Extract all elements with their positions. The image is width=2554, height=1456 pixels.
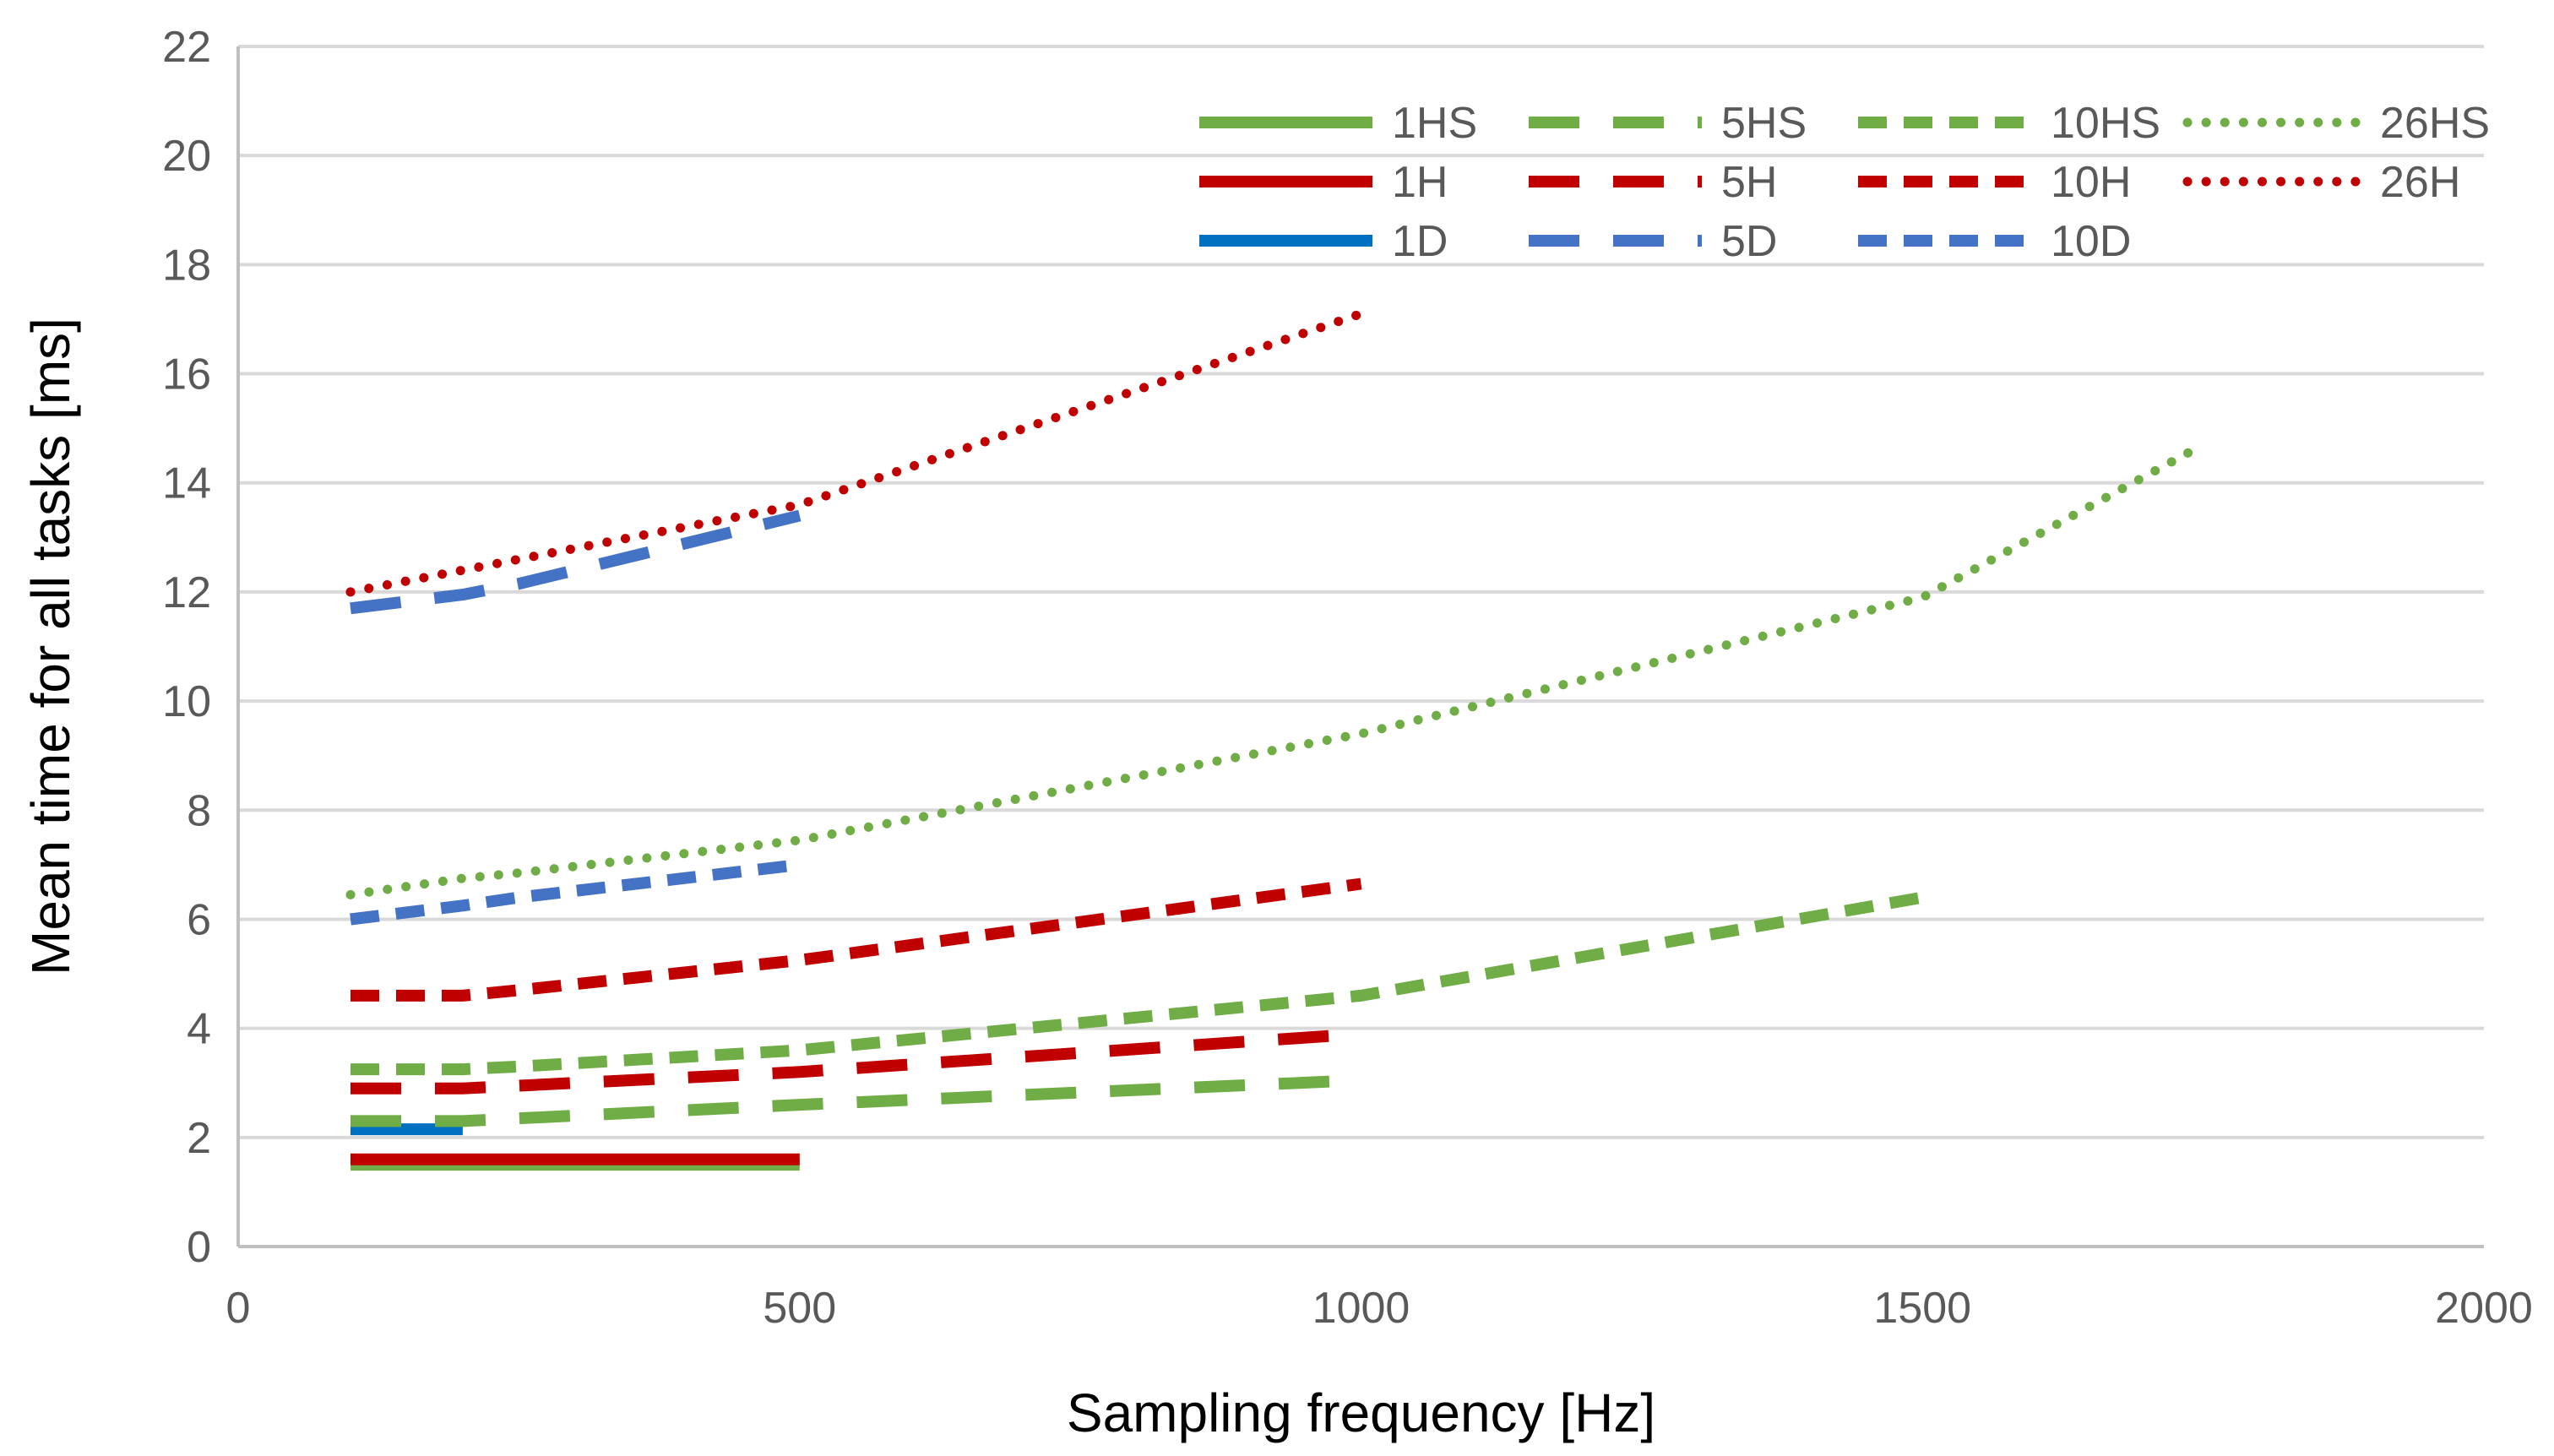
legend-label-1hs: 1HS bbox=[1392, 99, 1477, 148]
y-tick-label: 8 bbox=[187, 786, 211, 835]
y-tick-label: 10 bbox=[162, 677, 211, 726]
y-tick-label: 4 bbox=[187, 1005, 211, 1054]
axes bbox=[236, 46, 2484, 1248]
legend-label-26h: 26H bbox=[2380, 158, 2460, 207]
series-line-10hs bbox=[350, 891, 1924, 1076]
series-lines bbox=[345, 309, 2209, 1171]
legend-label-1h: 1H bbox=[1392, 158, 1448, 207]
legend-label-26hs: 26HS bbox=[2380, 99, 2490, 148]
y-tick-label: 12 bbox=[162, 568, 211, 617]
y-tick-label: 18 bbox=[162, 241, 211, 290]
legend-label-5d: 5D bbox=[1721, 217, 1777, 266]
series-line-10h bbox=[350, 877, 1362, 1002]
legend-label-10d: 10D bbox=[2051, 217, 2131, 266]
series-line-26h bbox=[345, 309, 1366, 597]
legend-label-1d: 1D bbox=[1392, 217, 1448, 266]
gridlines bbox=[238, 45, 2484, 1139]
y-tick-label: 20 bbox=[162, 132, 211, 181]
x-tick-label: 1500 bbox=[1873, 1284, 1971, 1333]
tick-labels: 0 2 4 6 8 10 12 14 16 18 20 22 0 500 1000 1500 2000 bbox=[162, 23, 2533, 1333]
series-line-10d bbox=[350, 858, 801, 926]
series-line-5hs bbox=[350, 1074, 1361, 1127]
series-line-26hs bbox=[345, 440, 2209, 899]
y-tick-label: 0 bbox=[187, 1223, 211, 1272]
y-tick-label: 6 bbox=[187, 895, 211, 944]
y-tick-label: 16 bbox=[162, 350, 211, 399]
legend: 1HS 5HS 10HS 26HS 1H 5H 10H 26H 1D 5D 10D bbox=[1199, 99, 2490, 266]
x-axis-title: Sampling frequency [Hz] bbox=[1067, 1383, 1655, 1443]
y-axis-title: Mean time for all tasks [ms] bbox=[20, 318, 81, 975]
y-tick-label: 2 bbox=[187, 1114, 211, 1163]
x-tick-label: 0 bbox=[226, 1284, 251, 1333]
legend-label-10h: 10H bbox=[2051, 158, 2131, 207]
series-line-5d bbox=[350, 509, 802, 615]
series-line-5h bbox=[350, 1028, 1361, 1095]
x-tick-label: 1000 bbox=[1312, 1284, 1410, 1333]
x-tick-label: 500 bbox=[763, 1284, 836, 1333]
legend-label-5h: 5H bbox=[1721, 158, 1777, 207]
y-tick-label: 14 bbox=[162, 459, 211, 508]
x-tick-label: 2000 bbox=[2435, 1284, 2533, 1333]
y-tick-label: 22 bbox=[162, 23, 211, 72]
legend-label-10hs: 10HS bbox=[2051, 99, 2160, 148]
legend-label-5hs: 5HS bbox=[1721, 99, 1807, 148]
